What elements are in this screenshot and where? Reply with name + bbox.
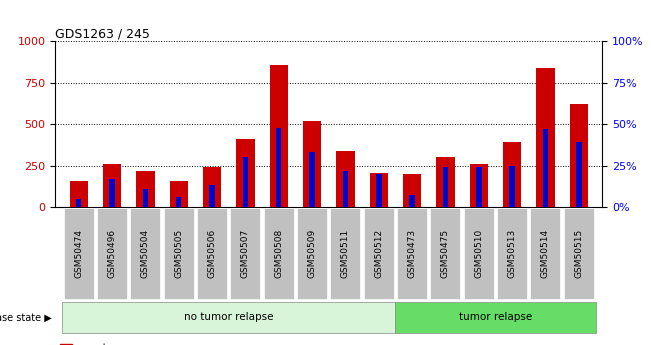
Text: GSM50515: GSM50515 [574,229,583,278]
FancyBboxPatch shape [395,302,596,333]
Bar [376,174,381,207]
Bar [276,128,281,207]
Legend: count, percentile rank within the sample: count, percentile rank within the sample [60,343,245,345]
Text: GSM50514: GSM50514 [541,229,550,278]
Text: GSM50475: GSM50475 [441,229,450,278]
Text: GSM50509: GSM50509 [307,229,316,278]
Text: GSM50474: GSM50474 [74,229,83,278]
Bar [342,170,348,207]
FancyBboxPatch shape [130,208,160,299]
Bar [103,164,121,207]
Bar [409,195,415,207]
Bar [443,167,448,207]
Text: GSM50508: GSM50508 [274,229,283,278]
Bar [403,174,421,207]
FancyBboxPatch shape [97,208,127,299]
Bar [576,142,581,207]
Text: GSM50510: GSM50510 [475,229,483,278]
Bar [243,157,248,207]
Text: GDS1263 / 245: GDS1263 / 245 [55,27,150,40]
Bar [76,199,81,207]
Bar [203,167,221,207]
Text: GSM50512: GSM50512 [374,229,383,278]
Bar [210,186,215,207]
Text: GSM50504: GSM50504 [141,229,150,278]
Bar [176,197,182,207]
Bar [476,167,482,207]
Bar [236,139,255,207]
Bar [337,151,355,207]
Text: GSM50507: GSM50507 [241,229,250,278]
Bar [570,104,588,207]
Bar [436,157,454,207]
FancyBboxPatch shape [297,208,327,299]
FancyBboxPatch shape [197,208,227,299]
Bar [309,152,315,207]
Text: GSM50473: GSM50473 [408,229,417,278]
FancyBboxPatch shape [497,208,527,299]
Text: GSM50505: GSM50505 [174,229,183,278]
Bar [303,121,321,207]
Bar [169,180,188,207]
Text: GSM50513: GSM50513 [508,229,517,278]
FancyBboxPatch shape [564,208,594,299]
Bar [469,164,488,207]
FancyBboxPatch shape [62,302,395,333]
Text: no tumor relapse: no tumor relapse [184,313,273,322]
Bar [270,65,288,207]
FancyBboxPatch shape [230,208,260,299]
FancyBboxPatch shape [364,208,394,299]
Text: disease state ▶: disease state ▶ [0,313,52,322]
Bar [370,173,388,207]
Bar [143,189,148,207]
FancyBboxPatch shape [397,208,427,299]
Text: GSM50506: GSM50506 [208,229,217,278]
Bar [70,180,88,207]
Bar [136,171,154,207]
FancyBboxPatch shape [163,208,194,299]
FancyBboxPatch shape [331,208,361,299]
Bar [503,142,521,207]
Text: tumor relapse: tumor relapse [459,313,532,322]
Text: GSM50496: GSM50496 [107,229,117,278]
FancyBboxPatch shape [264,208,294,299]
Text: GSM50511: GSM50511 [341,229,350,278]
FancyBboxPatch shape [64,208,94,299]
FancyBboxPatch shape [531,208,561,299]
Bar [543,129,548,207]
FancyBboxPatch shape [464,208,494,299]
Bar [509,166,515,207]
Bar [109,179,115,207]
Bar [536,68,555,207]
FancyBboxPatch shape [430,208,460,299]
